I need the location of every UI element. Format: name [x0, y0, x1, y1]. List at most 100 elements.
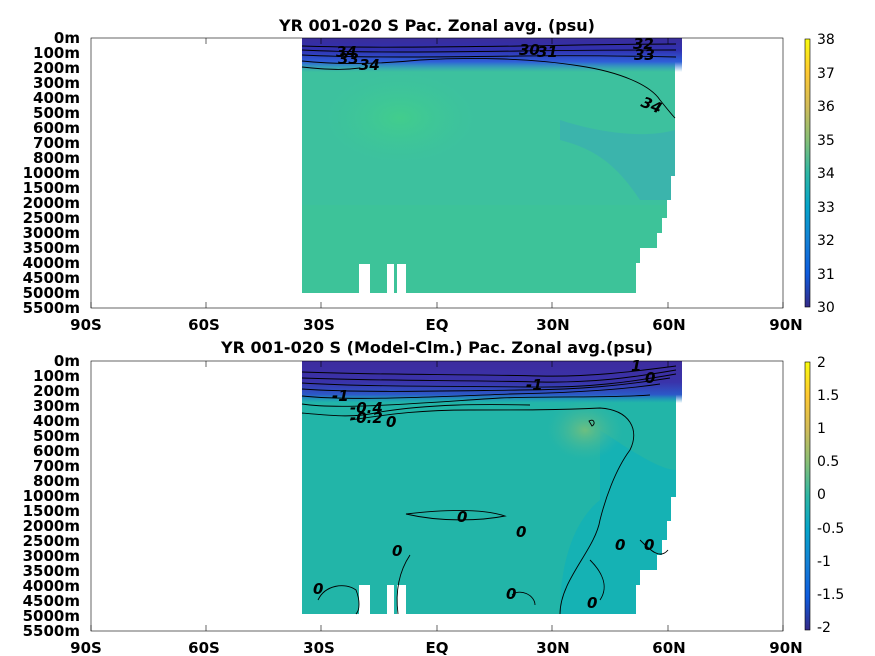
- panel2-colorbar-gradient: [804, 361, 811, 631]
- panel1-contour-line: [301, 43, 677, 48]
- colorbar-tick-label: 32: [817, 233, 835, 249]
- y-tick-label: 1500m: [23, 179, 80, 197]
- panel2-plot-area: -1 -0.4 -0.2 0 -1 1 0 0 0 0 0 0 0 0 0: [90, 357, 784, 632]
- panel2-contour-label: -0.2: [350, 409, 383, 427]
- panel1-x-axis-labels: 90S 60S 30S EQ 30N 60N 90N: [70, 316, 803, 334]
- colorbar-tick-label: 31: [817, 267, 835, 283]
- y-tick-label: 2500m: [23, 209, 80, 227]
- x-tick-label: 60S: [188, 639, 220, 656]
- colorbar-tick-label: 37: [817, 66, 835, 82]
- panel-salinity-anomaly: YR 001-020 S (Model-Clm.) Pac. Zonal avg…: [23, 338, 845, 656]
- panel1-plot-area: 34 33 34 30 31 32 33 34: [90, 35, 784, 309]
- y-tick-label: 400m: [33, 89, 80, 107]
- y-tick-label: 2000m: [23, 194, 80, 212]
- panel1-colorbar-gradient: [804, 38, 811, 308]
- y-tick-label: 800m: [33, 149, 80, 167]
- y-tick-label: 3500m: [23, 239, 80, 257]
- panel2-contour-line: [301, 383, 661, 399]
- panel1-y-axis-labels: 0m 100m 200m 300m 400m 500m 600m 700m 80…: [23, 29, 80, 317]
- panel2-contour-line: [317, 585, 360, 615]
- y-tick-label: 4500m: [23, 592, 80, 610]
- y-tick-label: 3000m: [23, 224, 80, 242]
- panel2-contour-label: -0.4: [350, 399, 383, 417]
- panel1-contour-label: 30: [519, 41, 540, 59]
- x-tick-label: 60S: [188, 316, 220, 334]
- panel2-contour-label: 0: [644, 536, 654, 554]
- panel2-contour-line: [349, 407, 635, 615]
- y-tick-label: 0m: [54, 352, 80, 370]
- panel2-contour-line: [301, 373, 677, 388]
- y-tick-label: 400m: [33, 412, 80, 430]
- panel2-contour-label: 0: [615, 536, 625, 554]
- y-tick-label: 1000m: [23, 164, 80, 182]
- panel2-contour-label: -1: [526, 376, 543, 394]
- colorbar-tick-label: 30: [817, 300, 835, 316]
- colorbar-tick-label: 34: [817, 166, 835, 182]
- panel2-contour-line: [301, 394, 651, 407]
- panel1-contour-line: [301, 66, 361, 70]
- y-tick-label: 3000m: [23, 547, 80, 565]
- panel1-north-fresher-band: [560, 120, 675, 200]
- panel1-contour-line: [301, 54, 677, 58]
- colorbar-tick-label: 0.5: [817, 454, 839, 470]
- panel1-contour-line: [301, 58, 676, 119]
- colorbar-tick-label: 33: [817, 200, 835, 216]
- x-tick-label: 30S: [303, 639, 335, 656]
- colorbar-tick-label: 35: [817, 133, 835, 149]
- panel2-contour-label: 0: [516, 523, 526, 541]
- panel2-contour-line: [301, 404, 531, 417]
- colorbar-tick-label: 36: [817, 99, 835, 115]
- panel1-surface-fresh-layer: [302, 38, 682, 72]
- panel1-seafloor-gap: [359, 264, 370, 294]
- panel2-contour-label: 0: [587, 594, 597, 612]
- panel1-contour-label: 34: [359, 56, 380, 74]
- x-tick-label: 30N: [536, 316, 569, 334]
- panel1-contour-label: 31: [537, 43, 558, 61]
- panel2-contour-line: [396, 554, 411, 615]
- colorbar-tick-label: -1: [817, 554, 831, 570]
- y-tick-label: 4500m: [23, 269, 80, 287]
- y-tick-label: 500m: [33, 427, 80, 445]
- y-tick-label: 0m: [54, 29, 80, 47]
- panel2-contour-label: 1: [631, 357, 641, 375]
- panel2-contour-label: 0: [506, 585, 516, 603]
- colorbar-tick-label: -0.5: [817, 521, 844, 537]
- panel2-title: YR 001-020 S (Model-Clm.) Pac. Zonal avg…: [220, 338, 653, 357]
- y-tick-label: 1000m: [23, 487, 80, 505]
- y-tick-label: 700m: [33, 457, 80, 475]
- panel1-seafloor-gap: [387, 264, 394, 294]
- panel2-contour-label: 0: [313, 580, 323, 598]
- y-tick-label: 5000m: [23, 284, 80, 302]
- panel1-contour-line: [301, 49, 677, 53]
- panel1-axis-ticks: [90, 38, 784, 308]
- panel1-intermediate-core: [325, 73, 475, 163]
- panel1-title: YR 001-020 S Pac. Zonal avg. (psu): [278, 16, 595, 35]
- x-tick-label: 60N: [652, 639, 685, 656]
- x-tick-label: EQ: [426, 316, 449, 334]
- panel2-contour-line: [301, 377, 671, 392]
- panel2-seafloor-gap: [397, 585, 406, 615]
- panel2-y-axis-labels: 0m 100m 200m 300m 400m 500m 600m 700m 80…: [23, 352, 80, 640]
- panel-salinity: YR 001-020 S Pac. Zonal avg. (psu) 34 33…: [23, 16, 835, 334]
- colorbar-tick-label: 38: [817, 32, 835, 48]
- panel2-seafloor-gap: [387, 585, 394, 615]
- y-tick-label: 3500m: [23, 562, 80, 580]
- panel1-contour-label: 33: [338, 50, 359, 68]
- y-tick-label: 5000m: [23, 607, 80, 625]
- x-tick-label: 90S: [70, 639, 102, 656]
- x-tick-label: 30N: [536, 639, 569, 656]
- panel2-contour-label: 0: [386, 413, 396, 431]
- panel2-contour-label: 0: [457, 508, 467, 526]
- panel1-colorbar: 38 37 36 35 34 33 32 31 30: [804, 32, 835, 316]
- colorbar-tick-label: 1.5: [817, 388, 839, 404]
- panel2-north-lower-band: [560, 430, 676, 614]
- y-tick-label: 600m: [33, 442, 80, 460]
- y-tick-label: 100m: [33, 44, 80, 62]
- y-tick-label: 4000m: [23, 254, 80, 272]
- panel2-colorbar: 2 1.5 1 0.5 0 -0.5 -1 -1.5 -2: [804, 355, 844, 636]
- x-tick-label: 90N: [769, 316, 802, 334]
- x-tick-label: 90N: [769, 639, 802, 656]
- panel2-axis-ticks: [90, 361, 784, 631]
- x-tick-label: 30S: [303, 316, 335, 334]
